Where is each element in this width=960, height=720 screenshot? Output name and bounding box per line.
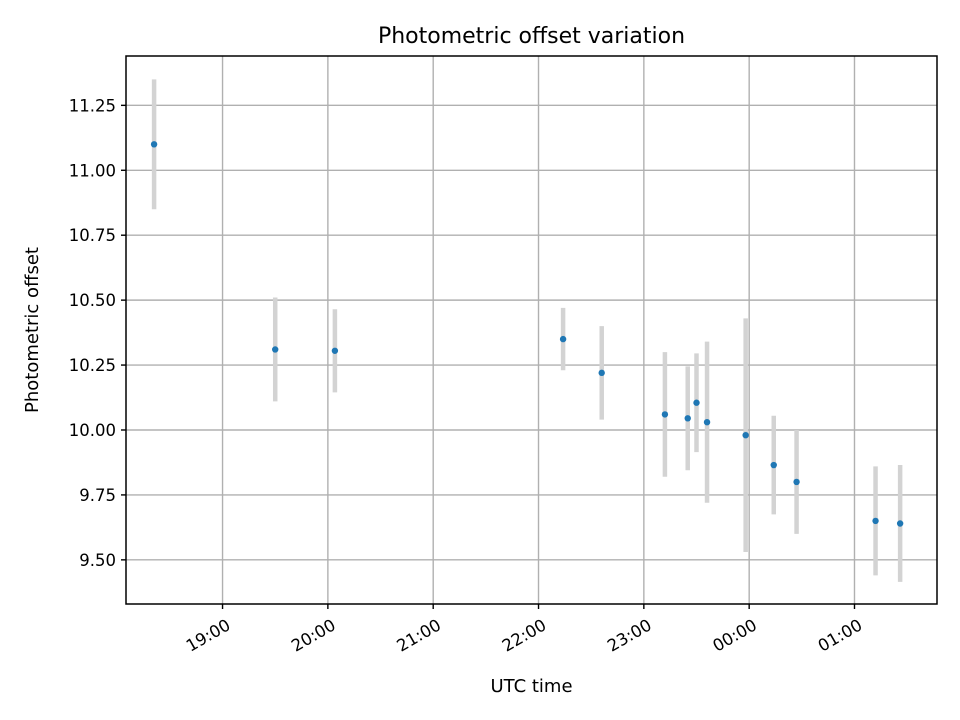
y-tick-label: 9.75 [79, 486, 116, 505]
x-tick-label: 01:00 [815, 615, 866, 655]
data-point [703, 418, 711, 426]
chart-title: Photometric offset variation [378, 24, 685, 49]
x-tick-label: 20:00 [288, 615, 339, 655]
point-layer [150, 141, 904, 527]
data-point [598, 369, 605, 377]
data-point [559, 335, 567, 343]
x-tick-label: 00:00 [709, 615, 760, 655]
data-point [661, 411, 669, 418]
data-point [742, 431, 749, 439]
data-point [896, 520, 904, 527]
errorbar-layer [151, 79, 903, 582]
x-tick-label: 23:00 [604, 615, 655, 655]
data-point [872, 517, 879, 525]
x-tick-label: 19:00 [183, 615, 234, 655]
y-tick-label: 10.25 [69, 356, 116, 375]
grid-layer [126, 56, 937, 604]
data-point [331, 347, 339, 354]
y-tick-label: 9.50 [79, 551, 116, 570]
data-point [684, 415, 691, 422]
y-tick-label: 10.50 [69, 291, 116, 310]
x-tick-label: 22:00 [499, 615, 550, 655]
x-tick-label: 21:00 [394, 615, 445, 655]
data-point [693, 399, 700, 406]
data-point [793, 478, 800, 486]
y-tick-label: 10.75 [69, 226, 116, 245]
plot-frame [125, 55, 938, 605]
data-point [770, 461, 777, 469]
y-tick-label: 11.00 [69, 161, 116, 180]
x-axis-label: UTC time [490, 676, 572, 697]
data-point [272, 346, 279, 353]
y-tick-label: 11.25 [69, 96, 116, 115]
data-point [150, 141, 158, 148]
y-tick-label: 10.00 [69, 421, 116, 440]
y-axis-label: Photometric offset [22, 247, 43, 413]
